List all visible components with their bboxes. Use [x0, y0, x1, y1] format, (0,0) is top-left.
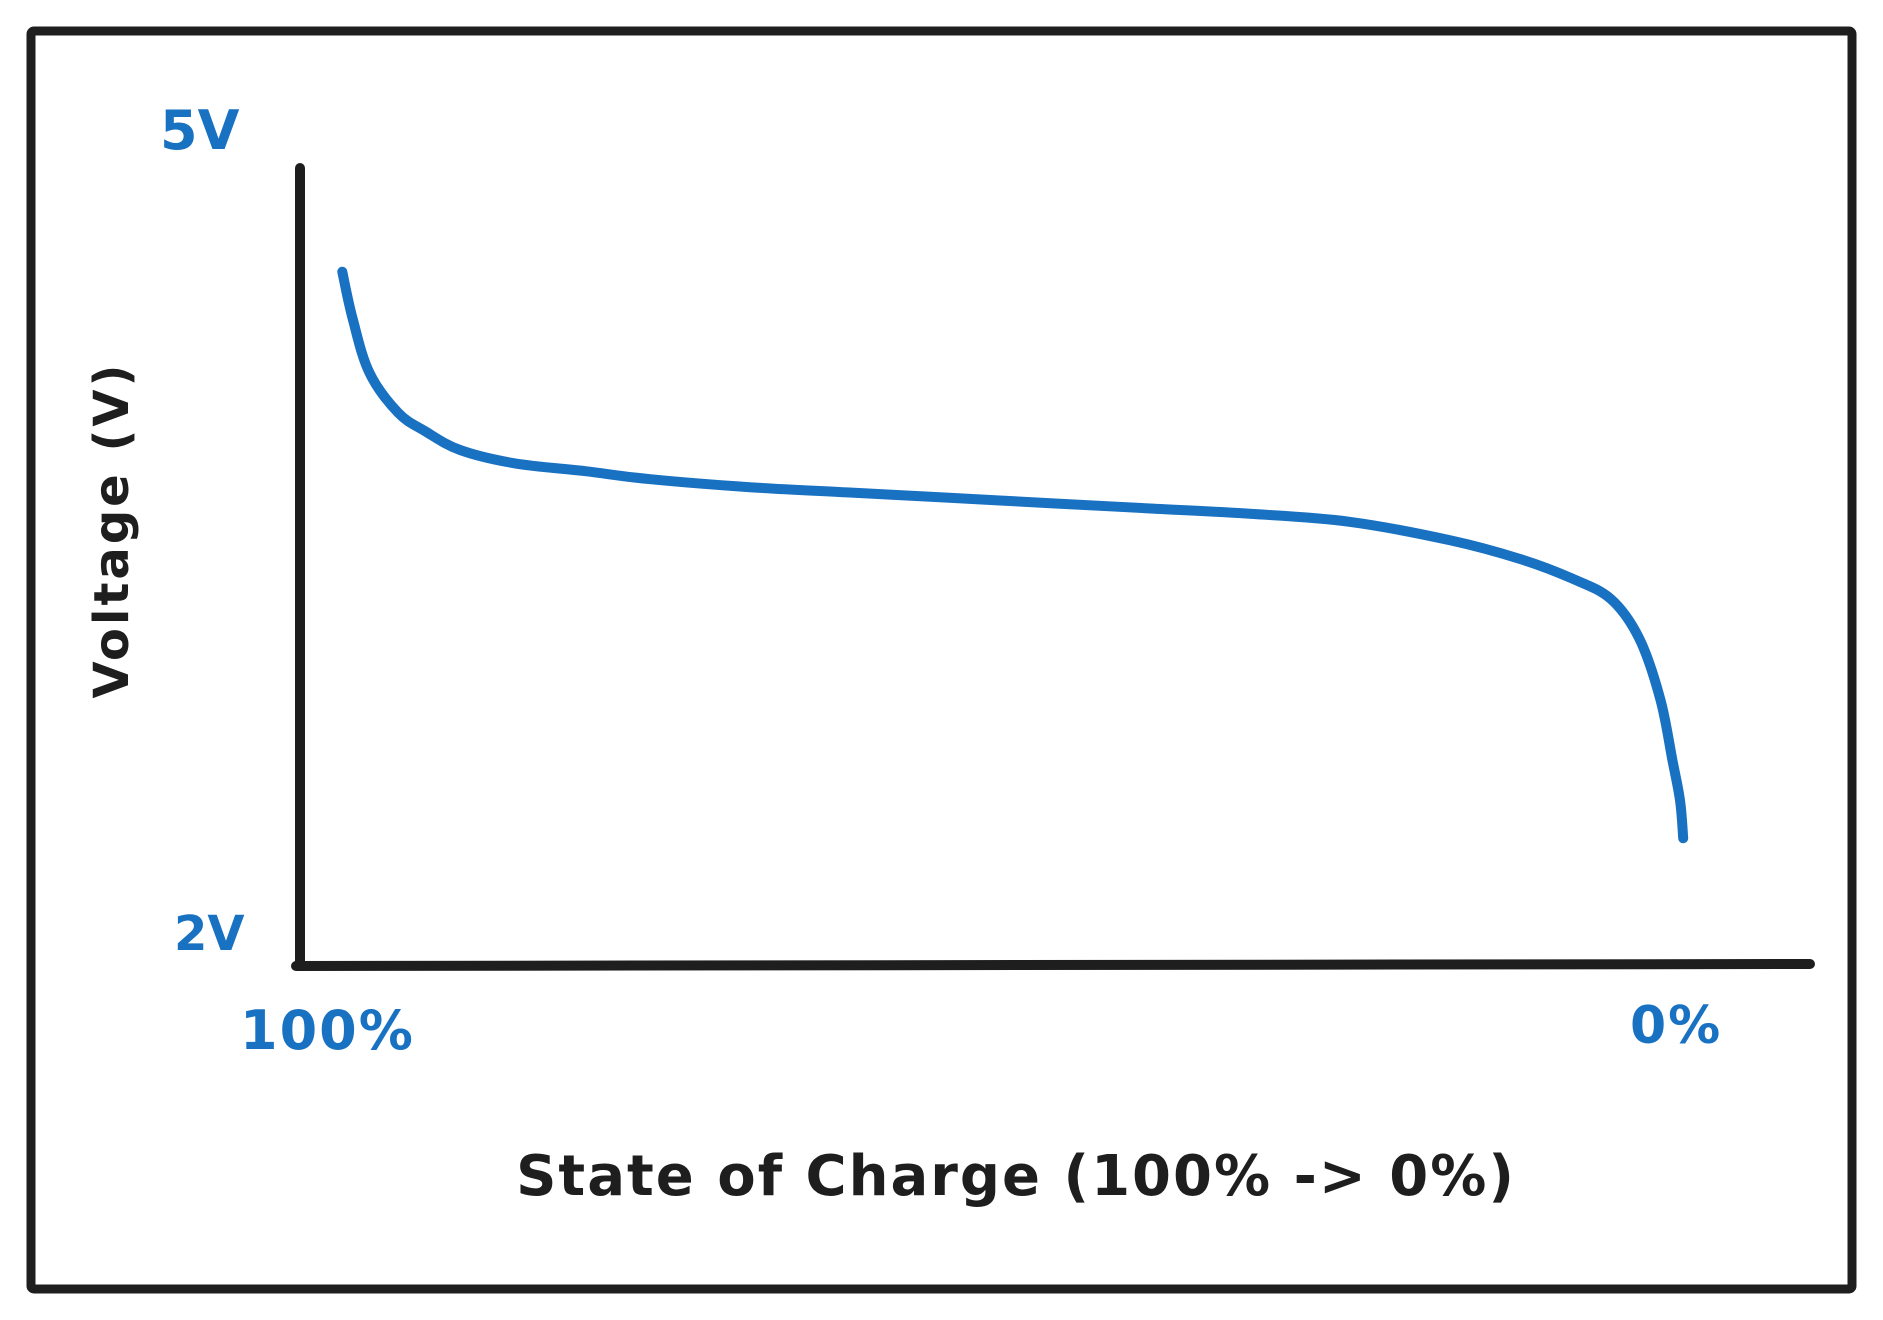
x-axis-line — [291, 959, 1815, 971]
x-axis-left-label: 100% — [240, 999, 415, 1062]
y-axis-min-label: 2V — [174, 906, 245, 962]
x-axis-right-label: 0% — [1630, 996, 1723, 1056]
frame-border — [26, 26, 1857, 1294]
discharge-curve — [337, 266, 1689, 844]
x-axis-title: State of Charge (100% -> 0%) — [516, 1144, 1516, 1209]
y-axis-max-label: 5V — [160, 99, 240, 162]
y-axis-title: Voltage (V) — [84, 361, 140, 699]
